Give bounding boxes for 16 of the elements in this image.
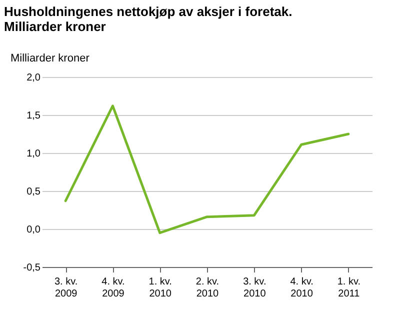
y-tick-label: 0,5 <box>26 186 41 198</box>
y-axis-title: Milliarder kroner <box>10 52 90 64</box>
x-tick-label: 1. kv. 2010 <box>148 276 172 300</box>
x-tick-label: 3. kv. 2010 <box>243 276 266 300</box>
x-tick-label: 2. kv. 2010 <box>196 276 220 300</box>
y-tick-label: 1,5 <box>26 110 41 122</box>
x-tick-label: 1. kv. 2011 <box>337 276 361 300</box>
x-tick-label: 4. kv. 2010 <box>290 276 314 300</box>
y-tick-label: 2,0 <box>26 72 41 84</box>
y-tick-label: 0,0 <box>26 224 41 236</box>
x-tick-label: 4. kv. 2009 <box>102 276 125 300</box>
y-tick-label: 1,0 <box>26 148 41 160</box>
line-series <box>64 104 350 234</box>
y-tick-label: -0,5 <box>23 262 41 274</box>
chart-title: Husholdningenes nettokjøp av aksjer i foretak. Milliarder kroner <box>3 3 294 34</box>
x-tick-label: 3. kv. 2009 <box>54 276 78 300</box>
